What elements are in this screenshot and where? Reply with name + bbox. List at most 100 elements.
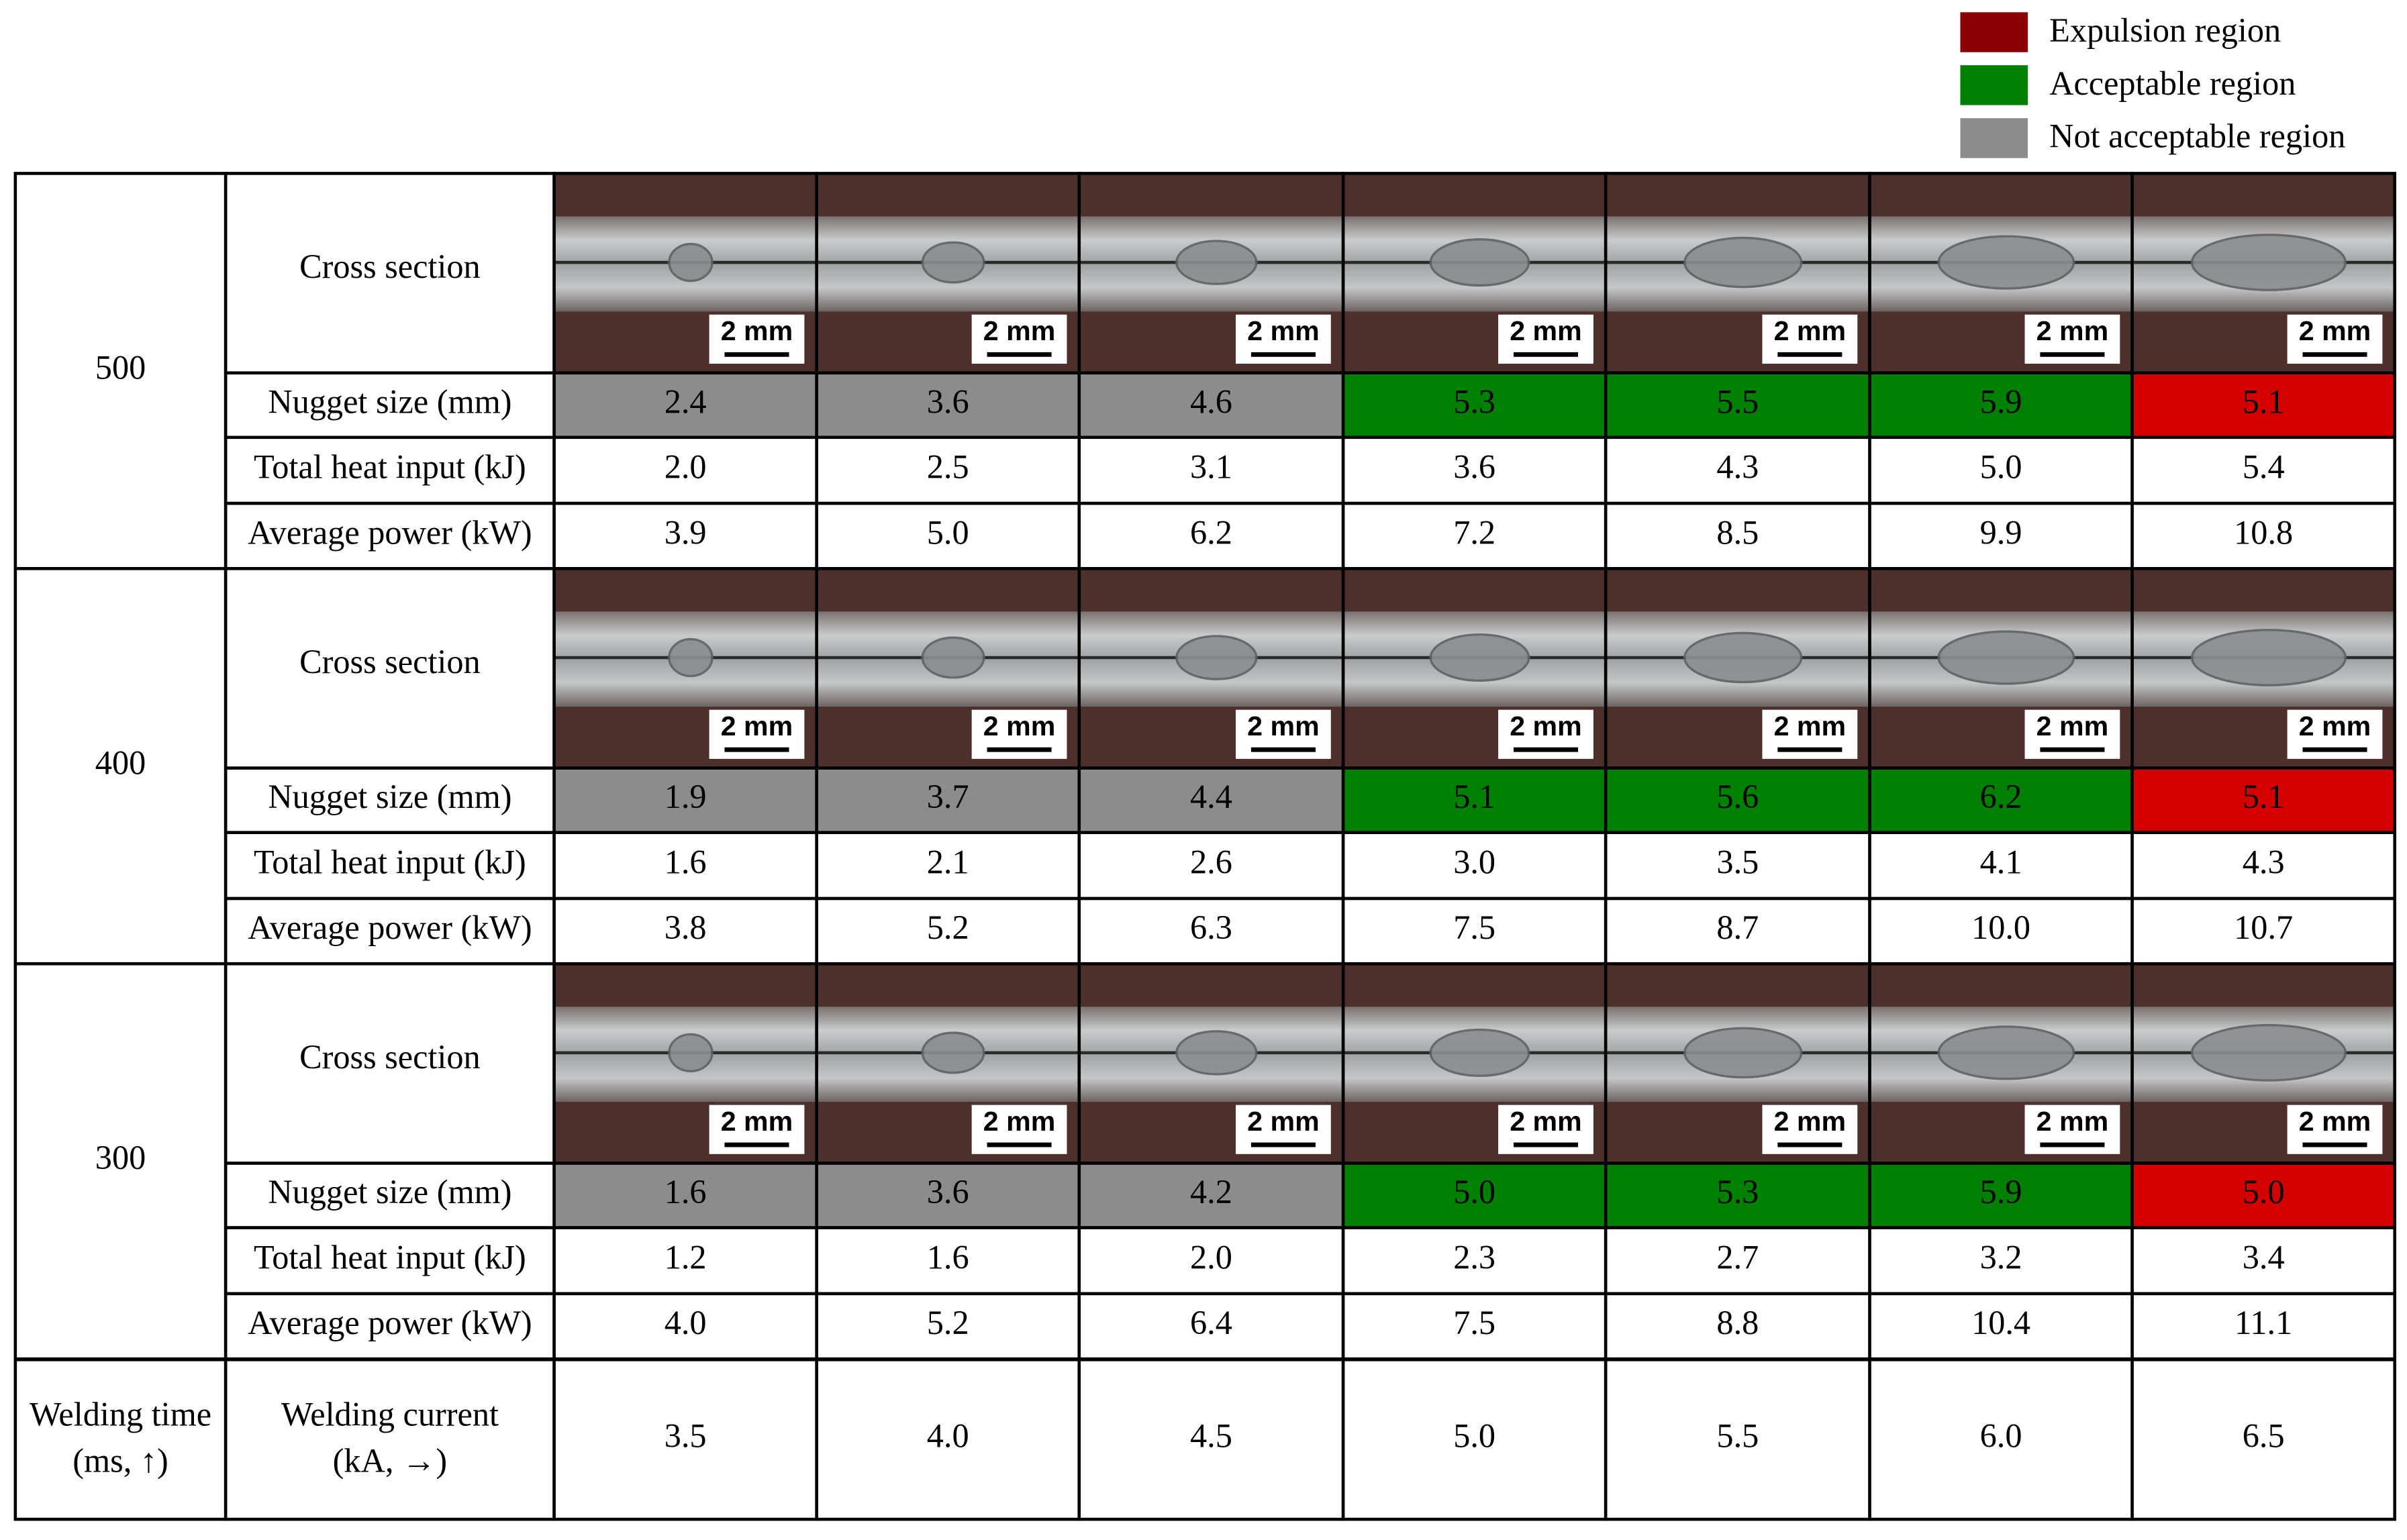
micrograph-nugget — [1683, 631, 1803, 684]
cell-value: 5.2 — [927, 1304, 969, 1341]
table-cell — [1077, 501, 1345, 570]
legend-label: Acceptable region — [2049, 64, 2296, 102]
table-cell — [1604, 435, 1871, 505]
scale-label: 2 mm — [721, 711, 793, 741]
current-value: 6.0 — [1980, 1417, 2022, 1455]
micrograph-nugget — [2190, 234, 2347, 291]
micrograph-nugget — [1175, 635, 1258, 680]
micrograph-nugget — [921, 636, 985, 679]
cell-value: 3.0 — [1453, 843, 1495, 880]
table-cell — [1077, 1292, 1345, 1361]
table-cell — [1341, 1292, 1608, 1361]
axis-label: Welding current — [281, 1396, 499, 1433]
cell-value: 5.9 — [1980, 382, 2022, 420]
table-cell — [552, 1292, 818, 1361]
cell-value: 4.1 — [1980, 843, 2022, 880]
cell-value: 8.5 — [1716, 513, 1759, 551]
axis-label: (kA, →) — [333, 1441, 447, 1479]
cell-value: 10.8 — [2234, 513, 2293, 551]
table-cell — [224, 962, 556, 1165]
table-cell — [1868, 371, 2134, 440]
micrograph-nugget — [1429, 633, 1530, 682]
table-cell — [13, 567, 228, 966]
cell-value: 6.4 — [1190, 1304, 1232, 1341]
micrograph-nugget — [1683, 236, 1803, 289]
table-cell — [1868, 1226, 2134, 1296]
cell-value: 5.1 — [1453, 778, 1495, 815]
micrograph-nugget — [668, 637, 714, 678]
cell-value: 1.9 — [665, 778, 707, 815]
table-cell — [1077, 896, 1345, 966]
cell-value: 1.6 — [927, 1238, 969, 1276]
table-cell — [552, 1226, 818, 1296]
cell-value: 5.6 — [1716, 778, 1759, 815]
cell-value: 5.0 — [927, 513, 969, 551]
cell-value: 10.0 — [1971, 909, 2030, 946]
row-label: Nugget size (mm) — [268, 1173, 511, 1211]
micrograph-nugget — [2190, 629, 2347, 686]
scale-label: 2 mm — [1774, 711, 1847, 741]
table-cell — [1604, 1357, 1871, 1521]
legend-swatch — [1960, 118, 2028, 158]
row-label: Cross section — [299, 248, 481, 285]
cell-value: 5.3 — [1453, 382, 1495, 420]
cell-value: 2.4 — [665, 382, 707, 420]
current-value: 5.5 — [1716, 1417, 1759, 1455]
table-cell — [1077, 371, 1345, 440]
cell-value: 2.3 — [1453, 1238, 1495, 1276]
table-cell — [1077, 1162, 1345, 1229]
table-cell — [1868, 1357, 2134, 1521]
cell-value: 3.4 — [2243, 1238, 2285, 1276]
cell-value: 10.4 — [1971, 1304, 2030, 1341]
axis-label: Welding time — [30, 1396, 211, 1433]
cell-value: 3.7 — [927, 778, 969, 815]
table-cell — [1604, 1162, 1871, 1229]
cell-value: 11.1 — [2234, 1304, 2292, 1341]
micrograph-nugget — [1937, 630, 2075, 685]
cell-value: 4.4 — [1190, 778, 1232, 815]
table-cell — [552, 896, 818, 966]
table-cell — [1341, 896, 1608, 966]
micrograph-nugget — [1683, 1027, 1803, 1079]
table-cell — [815, 1162, 1081, 1229]
cell-value: 2.1 — [927, 843, 969, 880]
row-label: Nugget size (mm) — [268, 382, 511, 420]
cell-value: 2.7 — [1716, 1238, 1759, 1276]
scale-label: 2 mm — [1510, 1106, 1582, 1137]
table-cell — [815, 1226, 1081, 1296]
cell-value: 2.0 — [1190, 1238, 1232, 1276]
table-cell — [2130, 831, 2396, 901]
table-cell — [2130, 435, 2396, 505]
micrograph-nugget — [1937, 1025, 2075, 1080]
current-value: 4.5 — [1190, 1417, 1232, 1455]
table-cell — [1604, 371, 1871, 440]
table-cell — [552, 1357, 818, 1521]
cell-value: 4.3 — [2243, 843, 2285, 880]
scale-label: 2 mm — [2036, 1106, 2109, 1137]
cell-value: 5.2 — [927, 909, 969, 946]
cell-value: 3.2 — [1980, 1238, 2022, 1276]
scale-label: 2 mm — [983, 711, 1056, 741]
legend-label: Expulsion region — [2049, 11, 2281, 49]
table-cell — [2130, 1226, 2396, 1296]
current-value: 5.0 — [1453, 1417, 1495, 1455]
cell-value: 3.6 — [927, 1173, 969, 1211]
scale-label: 2 mm — [983, 1106, 1056, 1137]
cell-value: 3.8 — [665, 909, 707, 946]
table-cell — [1868, 831, 2134, 901]
scale-label: 2 mm — [1510, 315, 1582, 346]
scale-label: 2 mm — [1774, 1106, 1847, 1137]
cell-value: 4.0 — [665, 1304, 707, 1341]
cell-value: 1.6 — [665, 1173, 707, 1211]
scale-label: 2 mm — [983, 315, 1056, 346]
cell-value: 6.3 — [1190, 909, 1232, 946]
table-cell — [1604, 831, 1871, 901]
cell-value: 9.9 — [1980, 513, 2022, 551]
row-label: Cross section — [299, 1038, 481, 1076]
row-label: Nugget size (mm) — [268, 778, 511, 815]
micrograph-nugget — [1175, 1030, 1258, 1076]
row-label: Average power (kW) — [248, 1304, 532, 1341]
scale-label: 2 mm — [1774, 315, 1847, 346]
cell-value: 5.9 — [1980, 1173, 2022, 1211]
scale-label: 2 mm — [2036, 711, 2109, 741]
